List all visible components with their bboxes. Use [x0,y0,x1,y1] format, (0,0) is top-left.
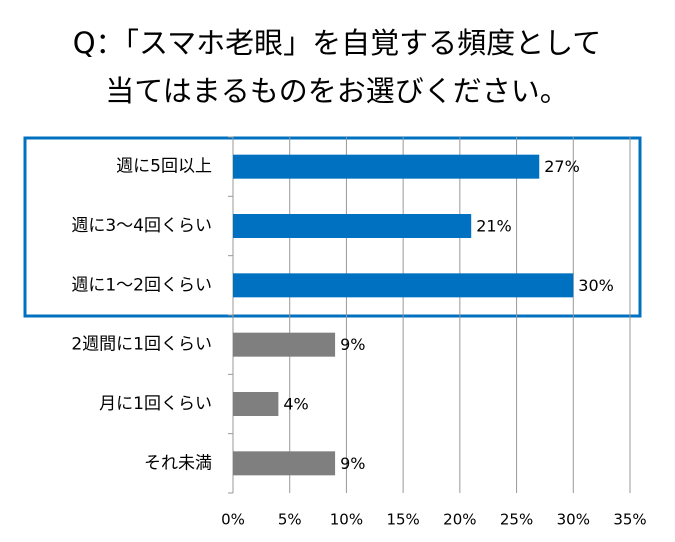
bar [233,451,336,476]
highlight-box [23,136,642,318]
bar [233,332,336,357]
value-label: 30% [578,276,614,295]
x-tick-label: 30% [557,511,590,529]
chart-title: 当てはまるものをお選びください。 [105,74,568,108]
y-tick-label: 週に3～4回くらい [71,216,212,236]
x-tick-label: 10% [330,511,363,529]
x-tick-label: 35% [613,511,646,529]
x-tick-label: 20% [443,511,476,529]
y-tick-label: それ未満 [144,453,212,473]
x-tick-label: 25% [500,511,533,529]
y-tick-label: 月に1回くらい [99,394,212,414]
value-label: 9% [340,454,365,473]
y-tick-label: 2週間に1回くらい [71,335,212,355]
bar [233,154,540,179]
value-label: 21% [476,217,512,236]
value-label: 27% [544,157,580,176]
x-tick-label: 5% [278,511,302,529]
value-label: 4% [283,395,308,414]
x-tick-label: 0% [221,511,245,529]
bar [233,392,279,416]
bar [233,273,574,298]
bar [233,214,472,238]
chart-title: Q：「スマホ老眼」を自覚する頻度として [73,26,602,60]
y-tick-label: 週に5回以上 [116,157,212,177]
value-label: 9% [340,335,365,354]
x-tick-label: 15% [386,511,419,529]
y-tick-label: 週に1～2回くらい [71,275,212,295]
